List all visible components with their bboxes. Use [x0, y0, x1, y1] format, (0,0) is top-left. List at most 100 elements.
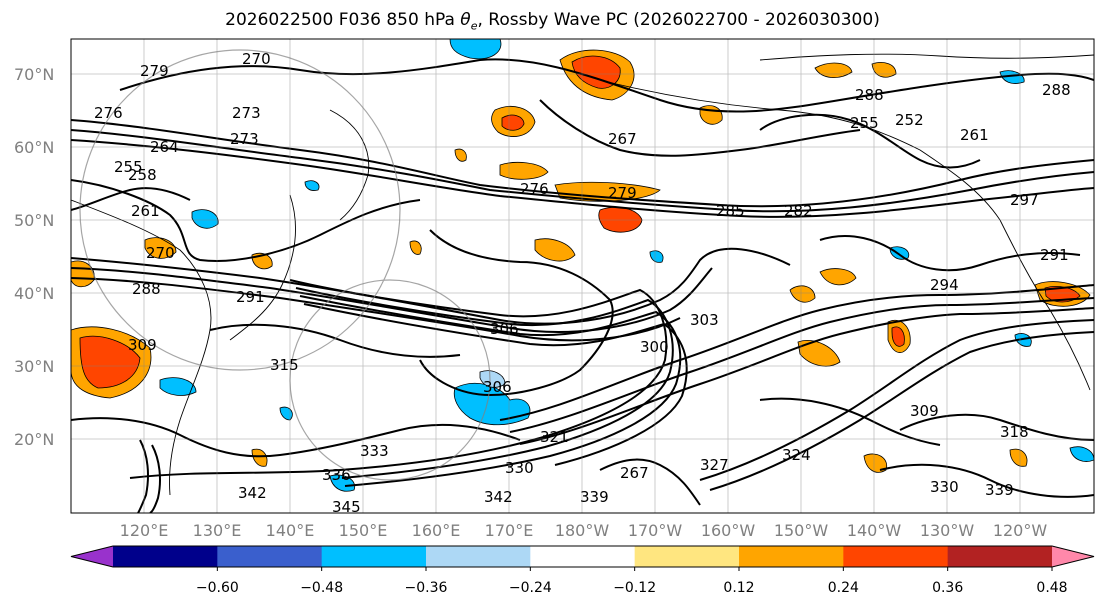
- contour-line: [759, 397, 941, 446]
- contour-label: 297: [1010, 191, 1039, 209]
- contour-label: 294: [930, 276, 959, 294]
- contour-line: [709, 331, 1094, 491]
- colorbar-tick-label: −0.36: [405, 580, 448, 596]
- contour-line: [759, 113, 981, 169]
- colorbar-segment: [739, 546, 844, 567]
- contour-label: 309: [910, 402, 939, 420]
- contour-line: [129, 279, 668, 479]
- longitude-label: 120°W: [993, 521, 1048, 540]
- contour-label: 282: [784, 202, 813, 220]
- contour-label: 342: [484, 488, 513, 506]
- contour-line: [71, 129, 1094, 213]
- longitude-label: 170°E: [485, 521, 534, 540]
- contour-label: 267: [608, 130, 637, 148]
- contour-line: [299, 295, 682, 487]
- colorbar: −0.60 −0.48 −0.36 −0.24 −0.12 0.12 0.24 0.36 0.4…: [70, 545, 1095, 596]
- contour-line: [71, 277, 681, 342]
- positive-anomaly-shading: [71, 49, 1091, 473]
- contour-label: 318: [1000, 423, 1029, 441]
- contour-label: 342: [238, 484, 267, 502]
- colorbar-tick-label: −0.60: [196, 580, 239, 596]
- warm-anomaly-patch: [501, 114, 525, 131]
- contour-label: 330: [930, 478, 959, 496]
- colorbar-tick-label: 0.12: [723, 580, 754, 596]
- contour-label: 315: [270, 356, 299, 374]
- contour-line: [71, 247, 791, 325]
- contour-label: 285: [716, 202, 745, 220]
- contour-label: 270: [242, 50, 271, 68]
- latitude-label: 60°N: [14, 138, 54, 157]
- contour-label: 324: [782, 446, 811, 464]
- warm-anomaly-patch: [534, 238, 576, 262]
- contour-line: [71, 139, 1094, 218]
- colorbar-segment: [530, 546, 636, 567]
- contour-label: 264: [150, 138, 179, 156]
- cold-anomaly-patch: [159, 377, 197, 396]
- contour-label: 288: [1042, 81, 1071, 99]
- contour-line: [71, 417, 521, 458]
- contour-line: [519, 307, 1094, 445]
- contour-line: [819, 234, 1081, 272]
- title-prefix: 2026022500 F036 850 hPa: [225, 10, 461, 30]
- contour-line: [71, 179, 421, 262]
- longitude-label: 140°W: [847, 521, 902, 540]
- contour-label: 276: [94, 104, 123, 122]
- warm-anomaly-patch: [819, 268, 857, 286]
- colorbar-tick-label: 0.48: [1036, 580, 1067, 596]
- warm-anomaly-patch: [554, 181, 661, 202]
- longitude-label: 130°E: [193, 521, 242, 540]
- longitude-labels: 120°E 130°E 140°E 150°E 160°E 170°E 180°…: [120, 521, 1048, 540]
- coastline-japan: [229, 194, 296, 341]
- contour-label: 267: [620, 464, 649, 482]
- contour-label: 345: [332, 498, 361, 516]
- contour-line: [71, 267, 713, 333]
- contour-line: [879, 463, 1094, 498]
- longitude-label: 170°W: [628, 521, 683, 540]
- coastline-kamchatka: [329, 109, 370, 221]
- title-subscript: e: [470, 19, 478, 33]
- contour-label: 255: [850, 114, 879, 132]
- contour-line: [119, 58, 1094, 113]
- contour-line: [509, 297, 1094, 433]
- contour-label: 255: [114, 158, 143, 176]
- warm-anomaly-patch: [891, 326, 905, 347]
- contour-line: [71, 119, 1094, 208]
- longitude-label: 160°W: [701, 521, 756, 540]
- cold-anomaly-patch: [449, 39, 502, 60]
- contour-label: 261: [960, 126, 989, 144]
- range-circle: [289, 279, 491, 481]
- contour-label: 261: [131, 202, 160, 220]
- warm-anomaly-patch: [454, 148, 467, 162]
- contour-label: 333: [360, 442, 389, 460]
- cold-anomaly-patch: [329, 474, 356, 492]
- cold-anomaly-patch: [1069, 446, 1094, 462]
- title-suffix: , Rossby Wave PC (2026022700 - 202603030…: [477, 10, 880, 30]
- colorbar-tick-label: −0.48: [300, 580, 343, 596]
- contour-label: 306: [490, 320, 519, 338]
- contour-line: [699, 319, 1094, 481]
- warm-anomaly-patch: [789, 285, 816, 303]
- warm-anomaly-patch: [251, 448, 268, 467]
- colorbar-outline: [70, 545, 1095, 568]
- contour-line: [71, 187, 191, 211]
- contour-line: [149, 444, 161, 513]
- contour-label: 270: [146, 244, 175, 262]
- contour-label: 321: [540, 428, 569, 446]
- colorbar-segment: [113, 546, 218, 567]
- contour-label: 339: [580, 488, 609, 506]
- contour-label: 258: [128, 166, 157, 184]
- longitude-label: 130°W: [920, 521, 975, 540]
- latitude-labels: 70°N 60°N 50°N 40°N 30°N 20°N: [14, 65, 54, 449]
- cold-anomaly-patch: [191, 209, 219, 229]
- contour-label: 291: [236, 288, 265, 306]
- latitude-label: 50°N: [14, 211, 54, 230]
- contour-label: 252: [895, 111, 924, 129]
- warm-anomaly-patch: [409, 240, 422, 255]
- colorbar-segment: [426, 546, 531, 567]
- coastline-alaska: [599, 79, 1001, 221]
- map-content: 279 270 276 273 273 264 255 258 261 270 …: [71, 39, 1094, 516]
- colorbar-tick-label: 0.36: [932, 580, 963, 596]
- warm-anomaly-patch: [1009, 448, 1028, 467]
- longitude-label: 160°E: [412, 521, 461, 540]
